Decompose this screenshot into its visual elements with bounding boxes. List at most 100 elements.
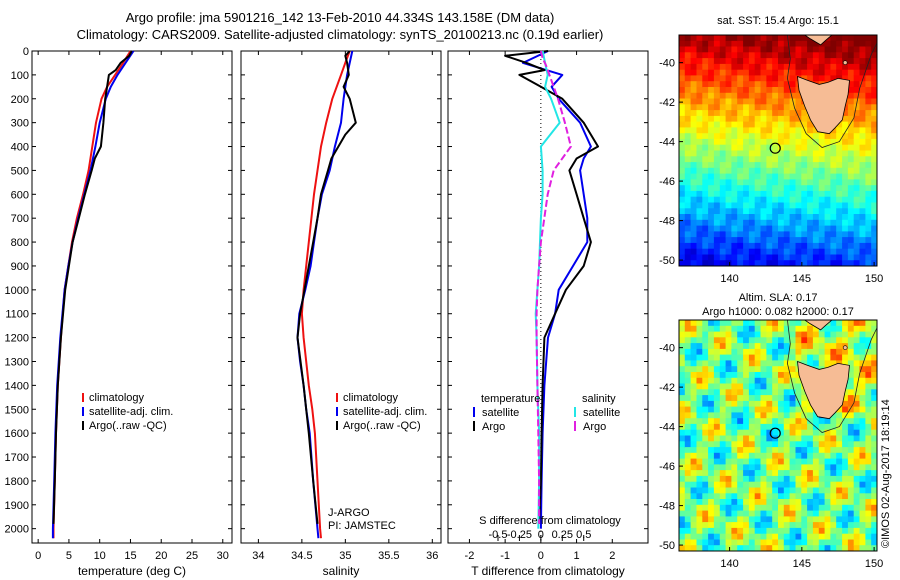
sla-map-ytick-label: -42 <box>659 382 675 394</box>
sst-map-title: sat. SST: 15.4 Argo: 15.1 <box>717 15 839 27</box>
sst-map-panel: 140 145 150 -40 -42 -44 -46 -48 -50 sat. SST: 15.… <box>659 15 883 285</box>
depth-tick-label: 1700 <box>5 452 29 464</box>
difference-legend-label: satellite <box>583 407 620 419</box>
sla-map-island <box>842 345 848 350</box>
sla-map-field <box>679 320 877 551</box>
depth-tick-label: 1800 <box>5 476 29 488</box>
difference-x2tick-label: 0.5 <box>576 529 591 541</box>
depth-tick-label: 1900 <box>5 500 29 512</box>
difference-legend-header-temperature: temperature <box>481 393 540 405</box>
difference-xtick-label: 2 <box>609 550 615 562</box>
difference-legend-label: Argo <box>583 421 606 433</box>
depth-tick-label: 800 <box>11 237 29 249</box>
difference-xtick-label: -1 <box>500 550 510 562</box>
depth-tick-label: 1000 <box>5 285 29 297</box>
difference-salinity-argo <box>535 50 572 524</box>
sst-map-tasmania <box>797 75 850 135</box>
temperature-legend-label: climatology <box>89 392 145 404</box>
salinity-panel: 34 34.5 35 35.5 36 salinity climatology satelli… <box>240 50 442 578</box>
sst-map-xtick-label: 140 <box>720 273 738 285</box>
temperature-xtick-label: 20 <box>155 550 167 562</box>
temperature-axes-box <box>31 50 233 544</box>
temperature-xtick-label: 5 <box>66 550 72 562</box>
sla-map-axes-box <box>678 319 878 552</box>
difference-xtick-label: 1 <box>574 550 580 562</box>
salinity-series-climatology <box>300 50 351 539</box>
sla-map-ytick-label: -50 <box>659 540 675 552</box>
sla-map-title: Altim. SLA: 0.17 <box>739 292 818 304</box>
salinity-legend-label: satellite-adj. clim. <box>343 406 427 418</box>
sst-map-ytick-label: -46 <box>659 176 675 188</box>
sst-map-island <box>842 60 848 65</box>
temperature-series-argo <box>52 50 133 524</box>
platform-annotation: J-ARGO <box>328 507 370 519</box>
difference-x2tick-label: 0 <box>538 529 544 541</box>
difference-x2tick-label: 0.25 <box>552 529 573 541</box>
salinity-series-argo <box>296 50 357 524</box>
sst-map-ytick-label: -42 <box>659 97 675 109</box>
salinity-xtick-label: 35.5 <box>378 550 399 562</box>
difference-temperature-argo <box>504 50 599 524</box>
sla-map-xtick-label: 140 <box>720 558 738 570</box>
sst-map-ytick-label: -40 <box>659 58 675 70</box>
temperature-xtick-label: 10 <box>94 550 106 562</box>
sst-map-ytick-label: -50 <box>659 255 675 267</box>
depth-tick-label: 1600 <box>5 428 29 440</box>
sla-map-tasmania <box>797 360 850 420</box>
salinity-legend-label: Argo(..raw -QC) <box>343 420 421 432</box>
difference-panel: -2 -1 0 1 2 T difference from climatology S di… <box>447 50 649 578</box>
sla-map-panel: 140 145 150 -40 -42 -44 -46 -48 -50 Altim. SLA: 0… <box>659 292 883 570</box>
depth-tick-label: 300 <box>11 118 29 130</box>
temperature-xlabel: temperature (deg C) <box>78 564 186 578</box>
sla-map-mainland <box>803 320 877 331</box>
depth-tick-label: 600 <box>11 189 29 201</box>
depth-tick-label: 400 <box>11 142 29 154</box>
sst-map-xtick-label: 145 <box>793 273 811 285</box>
depth-tick-label: 700 <box>11 213 29 225</box>
temperature-legend-label: Argo(..raw -QC) <box>89 420 167 432</box>
depth-tick-label: 1200 <box>5 333 29 345</box>
depth-tick-label: 2000 <box>5 524 29 536</box>
difference-x2tick-label: -0.25 <box>507 529 532 541</box>
difference-xtick-label: 0 <box>538 550 544 562</box>
sst-map-ytick-label: -44 <box>659 137 675 149</box>
salinity-xtick-label: 35 <box>339 550 351 562</box>
sst-map-mainland <box>803 35 877 46</box>
title-line-2: Climatology: CARS2009. Satellite-adjuste… <box>76 27 604 42</box>
salinity-xtick-label: 36 <box>426 550 438 562</box>
sla-map-argo-marker <box>769 427 781 439</box>
difference-xlabel: T difference from climatology <box>471 564 625 578</box>
sst-map-argo-marker <box>769 142 781 154</box>
temperature-xtick-label: 0 <box>35 550 41 562</box>
difference-x2label: S difference from climatology <box>479 515 621 527</box>
difference-temperature-satellite <box>522 50 592 529</box>
sla-map-ytick-label: -44 <box>659 422 675 434</box>
sla-map-contour <box>786 320 877 433</box>
depth-tick-label: 1100 <box>5 309 29 321</box>
depth-tick-label: 900 <box>11 261 29 273</box>
sst-map-ytick-label: -48 <box>659 216 675 228</box>
depth-tick-label: 200 <box>11 94 29 106</box>
depth-tick-label: 500 <box>11 165 29 177</box>
depth-tick-label: 1500 <box>5 404 29 416</box>
temperature-xtick-label: 30 <box>217 550 229 562</box>
temperature-xtick-label: 15 <box>124 550 136 562</box>
depth-tick-label: 0 <box>23 46 29 58</box>
platform-annotation: PI: JAMSTEC <box>328 520 396 532</box>
sla-map-ytick-label: -48 <box>659 501 675 513</box>
sst-map-axes-box <box>678 34 878 267</box>
salinity-xtick-label: 34.5 <box>291 550 312 562</box>
sla-map-xtick-label: 150 <box>865 558 883 570</box>
difference-legend-label: satellite <box>482 407 519 419</box>
sst-map-contour <box>786 35 877 148</box>
salinity-xlabel: salinity <box>323 564 360 578</box>
difference-legend-header-salinity: salinity <box>582 393 616 405</box>
temperature-legend-label: satellite-adj. clim. <box>89 406 173 418</box>
difference-legend-label: Argo <box>482 421 505 433</box>
temperature-xtick-label: 25 <box>186 550 198 562</box>
depth-tick-label: 1300 <box>5 356 29 368</box>
difference-axes-box <box>447 50 649 544</box>
sst-map-field <box>679 35 877 266</box>
depth-tick-label: 100 <box>11 70 29 82</box>
